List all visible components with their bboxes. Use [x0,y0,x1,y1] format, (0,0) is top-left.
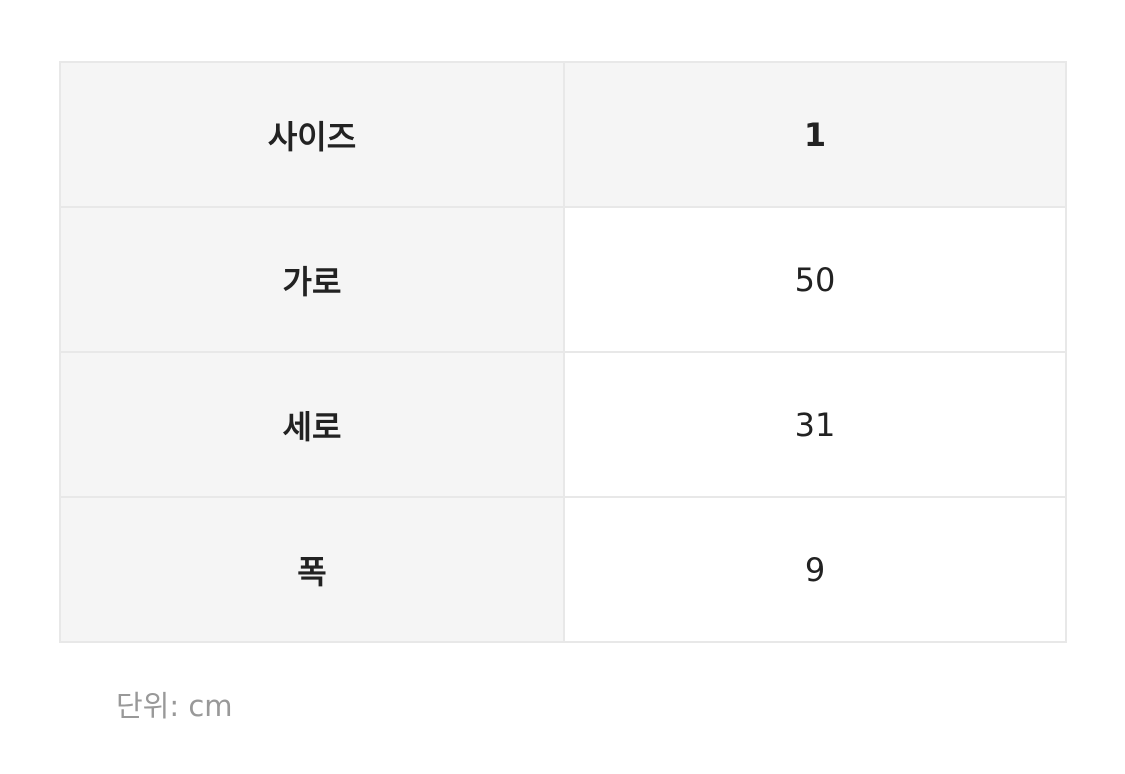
row-label: 가로 [59,206,565,353]
table-header-row: 사이즈 1 [59,61,1067,208]
row-value: 50 [563,206,1067,353]
table-row: 세로 31 [59,351,1067,498]
header-cell: 1 [563,61,1067,208]
table-row: 폭 9 [59,496,1067,643]
table-row: 가로 50 [59,206,1067,353]
row-label: 폭 [59,496,565,643]
row-label: 세로 [59,351,565,498]
unit-note: 단위: cm [116,689,233,723]
row-value: 9 [563,496,1067,643]
row-value: 31 [563,351,1067,498]
header-cell: 사이즈 [59,61,565,208]
size-table: 사이즈 1 가로 50 세로 31 폭 9 [59,61,1067,643]
